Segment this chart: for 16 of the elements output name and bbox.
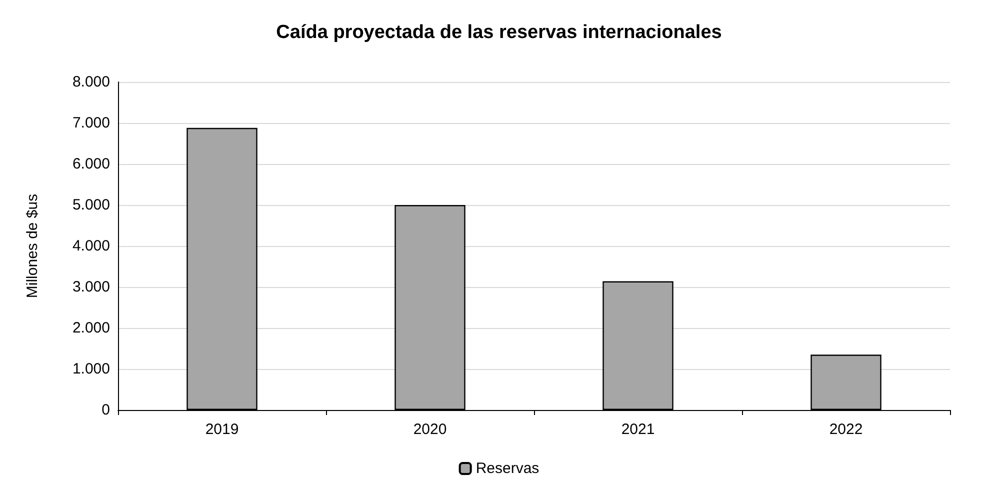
y-tick-label: 8.000	[72, 74, 110, 90]
y-tick-label: 5.000	[72, 196, 110, 214]
y-tick-label: 1.000	[72, 360, 110, 378]
x-tick-label: 2022	[829, 421, 863, 438]
chart-title: Caída proyectada de las reservas internacionales	[276, 22, 722, 43]
legend-label: Reservas	[476, 460, 540, 477]
y-tick-label: 6.000	[72, 156, 110, 172]
y-tick-label: 0	[102, 402, 110, 418]
y-tick-label: 2.000	[72, 320, 110, 336]
y-tick-label: 7.000	[72, 114, 110, 132]
x-tick-label: 2021	[621, 421, 655, 438]
x-tick-label: 2019	[205, 421, 239, 438]
y-axis-title: Millones de $us	[24, 194, 41, 298]
y-tick-label: 4.000	[72, 238, 110, 254]
x-tick-label: 2020	[413, 421, 447, 438]
y-tick-label: 3.000	[72, 278, 110, 296]
